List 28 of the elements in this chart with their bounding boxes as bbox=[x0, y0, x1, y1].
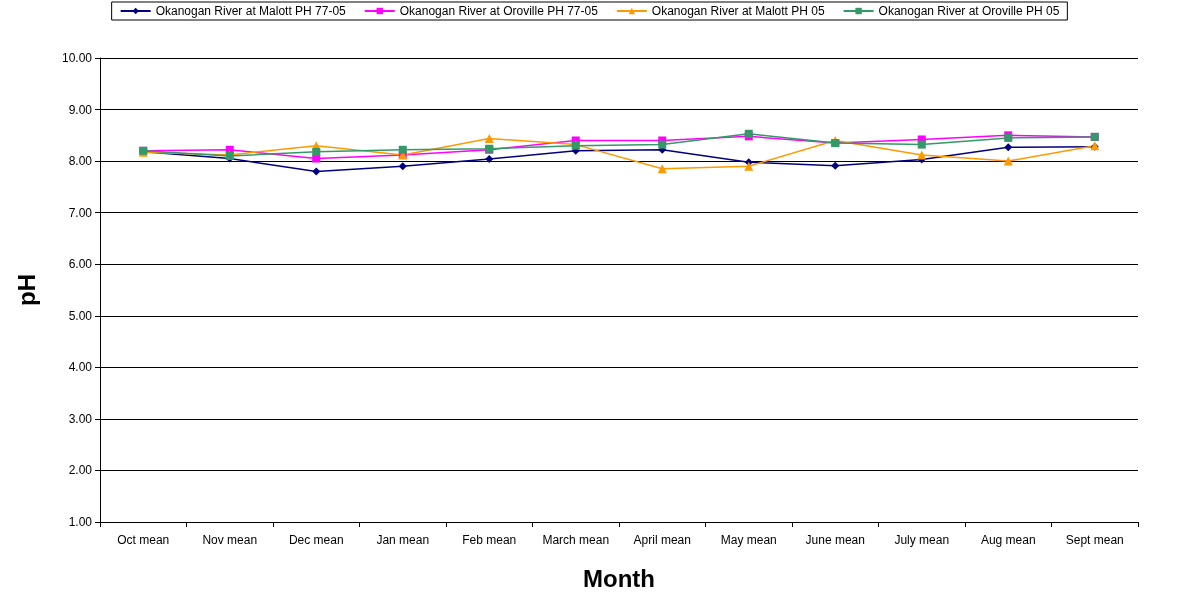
y-tick-label: 9.00 bbox=[68, 102, 93, 117]
x-tick-label: Aug mean bbox=[980, 533, 1036, 547]
y-tick-label: 1.00 bbox=[68, 515, 93, 529]
y-tick-label: 2.00 bbox=[68, 463, 93, 478]
x-tick-label: May mean bbox=[720, 533, 777, 547]
legend-label: Okanogan River at Malott PH 77-05 bbox=[155, 4, 347, 18]
legend-label: Okanogan River at Malott PH 05 bbox=[651, 4, 825, 18]
y-tick-label: 8.00 bbox=[68, 154, 93, 169]
y-tick-label: 4.00 bbox=[68, 360, 93, 375]
y-tick-label: 10.00 bbox=[61, 51, 93, 65]
x-tick-label: June mean bbox=[805, 533, 865, 547]
x-axis-title: Month bbox=[583, 564, 655, 592]
y-tick-label: 6.00 bbox=[68, 257, 93, 272]
x-tick-label: Sept mean bbox=[1065, 533, 1124, 547]
y-tick-label: 7.00 bbox=[68, 205, 93, 220]
x-tick-label: July mean bbox=[894, 533, 950, 547]
x-tick-label: Nov mean bbox=[202, 533, 258, 547]
legend-label: Okanogan River at Oroville PH 77-05 bbox=[399, 4, 599, 18]
y-tick-label: 5.00 bbox=[68, 308, 93, 323]
legend-label: Okanogan River at Oroville PH 05 bbox=[878, 4, 1060, 18]
x-tick-label: Dec mean bbox=[288, 533, 344, 547]
y-tick-label: 3.00 bbox=[68, 411, 93, 426]
x-tick-label: Oct mean bbox=[117, 533, 170, 547]
x-tick-label: March mean bbox=[542, 533, 610, 547]
x-tick-label: April mean bbox=[633, 533, 691, 547]
x-tick-label: Jan mean bbox=[376, 533, 430, 547]
y-axis-title: pH bbox=[12, 274, 40, 306]
x-tick-label: Feb mean bbox=[462, 533, 517, 547]
